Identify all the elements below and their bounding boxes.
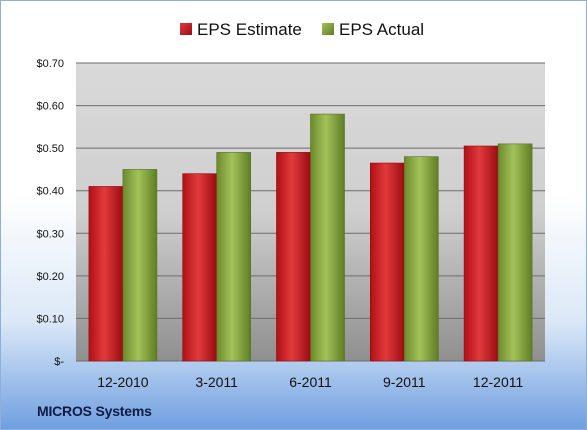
legend-eps-actual-swatch bbox=[322, 23, 334, 35]
bar-eps-estimate bbox=[276, 152, 311, 362]
company-name: MICROS Systems bbox=[37, 403, 152, 419]
bar-eps-estimate bbox=[369, 162, 405, 362]
y-tick-label: $0.60 bbox=[36, 101, 64, 113]
bar-eps-actual bbox=[122, 169, 158, 362]
bar-eps-estimate bbox=[463, 145, 499, 362]
y-tick-label: $0.70 bbox=[36, 58, 64, 70]
x-tick-label: 12-2011 bbox=[473, 374, 524, 390]
bar-eps-actual bbox=[310, 113, 345, 362]
x-tick-label: 6-2011 bbox=[289, 374, 332, 390]
x-tick-label: 3-2011 bbox=[195, 374, 238, 390]
x-tick-label: 9-2011 bbox=[383, 374, 426, 390]
y-tick-label: $0.30 bbox=[36, 228, 64, 240]
bar-eps-estimate bbox=[88, 186, 124, 362]
y-tick-label: $0.50 bbox=[36, 143, 64, 155]
x-tick-label: 12-2010 bbox=[97, 374, 149, 390]
legend-eps-estimate-swatch bbox=[180, 23, 192, 35]
y-tick-label: $0.40 bbox=[36, 186, 64, 198]
bar-eps-estimate bbox=[182, 173, 217, 362]
bar-eps-actual bbox=[216, 152, 251, 362]
y-tick-label: $- bbox=[54, 356, 64, 368]
y-tick-label: $0.10 bbox=[36, 313, 64, 325]
legend-eps-estimate-label: EPS Estimate bbox=[197, 20, 302, 39]
bar-eps-actual bbox=[403, 156, 439, 362]
legend-eps-actual-label: EPS Actual bbox=[339, 20, 424, 39]
y-tick-label: $0.20 bbox=[36, 271, 64, 283]
bar-eps-actual bbox=[497, 143, 533, 362]
